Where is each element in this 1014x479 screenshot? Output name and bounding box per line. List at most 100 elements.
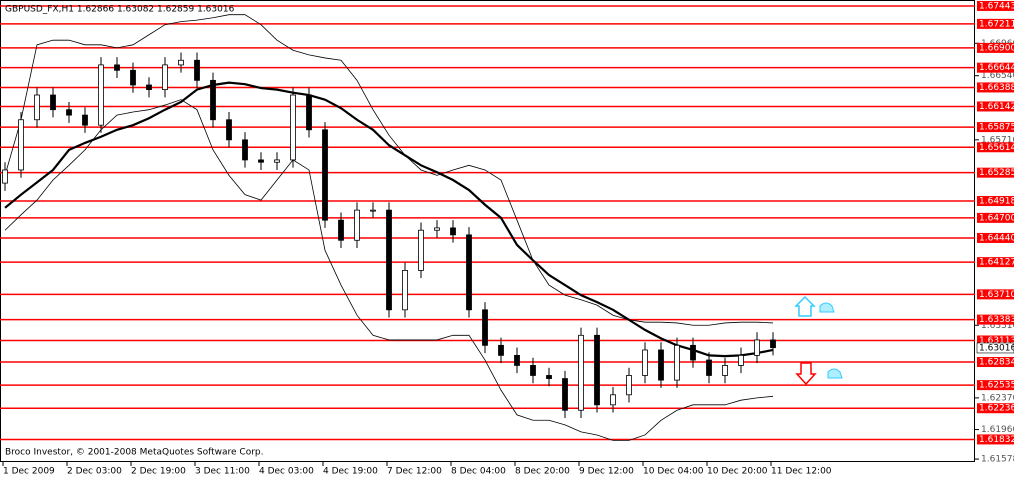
- x-tick-label: 10 Dec 04:00: [643, 467, 704, 477]
- candle-body: [178, 59, 184, 66]
- candle-body: [242, 139, 248, 161]
- chart-title: GBPUSD_FX,H1 1.62866 1.63082 1.62859 1.6…: [5, 5, 235, 15]
- candle-body: [18, 119, 24, 171]
- candle-body: [690, 344, 696, 361]
- level-label-box: [977, 232, 1014, 243]
- level-label: 1.62535: [979, 381, 1014, 391]
- candle-body: [194, 59, 200, 81]
- indicator-line: [4, 81, 774, 358]
- candle-body: [418, 229, 424, 271]
- level-label-box: [977, 314, 1014, 325]
- level-label: 1.66644: [979, 63, 1014, 73]
- candle-body: [210, 79, 216, 121]
- level-label: 1.62834: [979, 358, 1014, 368]
- level-label-box: [977, 257, 1014, 268]
- level-label-box: [977, 142, 1014, 153]
- x-tick-label: 10 Dec 20:00: [707, 467, 768, 477]
- level-label: 1.66900: [979, 43, 1014, 53]
- level-label: 1.67211: [979, 19, 1014, 29]
- candle-body: [130, 69, 136, 86]
- x-tick-label: 8 Dec 04:00: [451, 467, 506, 477]
- candle-body: [146, 84, 152, 91]
- x-tick-label: 8 Dec 20:00: [515, 467, 570, 477]
- level-label: 1.66388: [979, 83, 1014, 93]
- y-tick-label: 1.63310: [981, 321, 1014, 331]
- candle-body: [114, 64, 120, 71]
- level-label: 1.66142: [979, 102, 1014, 112]
- level-label-box: [977, 122, 1014, 133]
- candle-body: [722, 365, 728, 376]
- level-label: 1.62236: [979, 404, 1014, 414]
- candle-body: [658, 349, 664, 381]
- candle-body: [50, 94, 56, 111]
- last-price-label: 1.63016: [979, 343, 1014, 353]
- indicator-line: [4, 14, 774, 326]
- candle-body: [2, 169, 8, 184]
- candle-body: [322, 129, 328, 221]
- x-tick-label: 2 Dec 19:00: [131, 467, 186, 477]
- candle-body: [354, 209, 360, 241]
- candle-body: [274, 159, 280, 163]
- candle-body: [98, 64, 104, 126]
- indicator-line: [4, 99, 774, 441]
- candle-body: [610, 394, 616, 406]
- level-label: 1.63113: [979, 336, 1014, 346]
- level-label-box: [977, 434, 1014, 445]
- level-label-box: [977, 42, 1014, 53]
- candle-body: [738, 354, 744, 366]
- level-label: 1.67443: [979, 1, 1014, 11]
- level-label: 1.64127: [979, 258, 1014, 268]
- level-label-box: [977, 212, 1014, 223]
- level-label-box: [977, 403, 1014, 414]
- level-label: 1.63710: [979, 290, 1014, 300]
- last-price-box: [976, 342, 1014, 354]
- candle-body: [642, 349, 648, 376]
- candle-body: [370, 209, 376, 212]
- candle-body: [258, 159, 264, 163]
- candle-body: [82, 114, 88, 126]
- candle-body: [306, 94, 312, 131]
- level-label-box: [977, 380, 1014, 391]
- level-label-box: [977, 0, 1014, 11]
- x-tick-label: 3 Dec 11:00: [195, 467, 250, 477]
- level-label: 1.61832: [979, 435, 1014, 445]
- level-label-box: [977, 82, 1014, 93]
- x-tick-label: 4 Dec 03:00: [259, 467, 314, 477]
- candle-body: [34, 94, 40, 121]
- candle-body: [514, 354, 520, 366]
- y-tick-label: 1.65710: [981, 135, 1014, 145]
- x-tick-label: 4 Dec 19:00: [323, 467, 378, 477]
- level-label: 1.63383: [979, 315, 1014, 325]
- candle-body: [562, 378, 568, 411]
- x-tick-label: 9 Dec 12:00: [579, 467, 634, 477]
- level-label-box: [977, 18, 1014, 29]
- candle-body: [674, 344, 680, 381]
- x-tick-label: 1 Dec 2009: [3, 467, 55, 477]
- level-label: 1.65875: [979, 123, 1014, 133]
- candle-body: [450, 227, 456, 236]
- level-label-box: [977, 167, 1014, 178]
- y-tick-label: 1.61960: [981, 425, 1014, 435]
- candle-body: [626, 375, 632, 396]
- candle-body: [434, 227, 440, 231]
- level-label: 1.64700: [979, 213, 1014, 223]
- x-tick-label: 2 Dec 03:00: [67, 467, 122, 477]
- candle-body: [578, 334, 584, 411]
- level-label-box: [977, 357, 1014, 368]
- candle-body: [530, 365, 536, 376]
- x-tick-label: 11 Dec 12:00: [771, 467, 832, 477]
- candle-body: [594, 334, 600, 406]
- plot-frame: [0, 0, 975, 462]
- candle-body: [402, 270, 408, 311]
- y-tick-label: 1.66540: [981, 71, 1014, 81]
- level-label-box: [977, 335, 1014, 346]
- candle-body: [290, 94, 296, 161]
- candle-body: [706, 359, 712, 376]
- level-label: 1.64918: [979, 197, 1014, 207]
- level-label: 1.65614: [979, 143, 1014, 153]
- level-label: 1.64440: [979, 233, 1014, 243]
- candle-body: [466, 234, 472, 311]
- candle-body: [770, 339, 776, 349]
- level-label-box: [977, 289, 1014, 300]
